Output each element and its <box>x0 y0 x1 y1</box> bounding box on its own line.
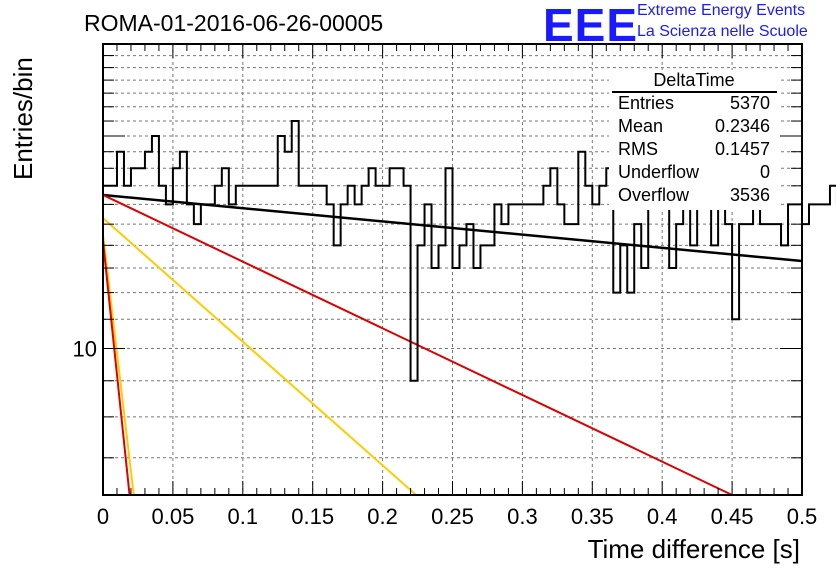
stats-value: 3536 <box>729 185 770 205</box>
x-tick-label: 0.1 <box>228 504 259 529</box>
stats-label: Mean <box>618 116 664 136</box>
x-tick-label: 0.2 <box>367 504 398 529</box>
stats-label: Overflow <box>618 185 690 205</box>
stats-row-entries: Entries 5370 <box>618 93 770 115</box>
stats-value: 0 <box>759 162 770 182</box>
stats-divider <box>612 91 777 93</box>
fit-line-red <box>102 240 131 496</box>
stats-label: RMS <box>618 139 658 159</box>
stats-value: 0.2346 <box>714 116 770 136</box>
stats-row-rms: RMS 0.1457 <box>618 139 770 161</box>
eee-tagline-2: La Scienza nelle Scuole <box>637 23 808 40</box>
x-tick-label: 0.05 <box>151 504 194 529</box>
x-tick-label: 0.15 <box>291 504 334 529</box>
stats-row-mean: Mean 0.2346 <box>618 116 770 138</box>
x-axis-label: Time difference [s] <box>587 534 800 564</box>
chart-title: ROMA-01-2016-06-26-00005 <box>84 10 384 36</box>
tick-labels: 0 0.05 0.1 0.15 0.2 0.25 0.3 0.35 0.4 0.45 0.5 10 <box>73 336 818 529</box>
stats-row-underflow: Underflow 0 <box>618 162 770 184</box>
y-tick-label: 10 <box>73 336 97 361</box>
fit-line-yellow <box>102 217 417 496</box>
eee-logo: EEE <box>543 0 639 51</box>
x-tick-label: 0.45 <box>711 504 754 529</box>
stats-value: 5370 <box>729 93 770 113</box>
stats-row-overflow: Overflow 3536 <box>618 185 770 207</box>
x-tick-label: 0.35 <box>571 504 614 529</box>
fit-line-yellow <box>102 234 135 496</box>
x-tick-label: 0.3 <box>507 504 538 529</box>
x-tick-label: 0 <box>97 504 109 529</box>
stats-box: DeltaTime Entries 5370 Mean 0.2346 RMS 0… <box>609 70 779 210</box>
x-tick-label: 0.25 <box>431 504 474 529</box>
stats-value: 0.1457 <box>714 139 770 159</box>
y-axis-label: Entries/bin <box>8 57 38 180</box>
stats-title: DeltaTime <box>653 70 735 90</box>
axis-ticks <box>102 44 803 495</box>
eee-tagline-1: Extreme Energy Events <box>637 2 806 19</box>
stats-label: Entries <box>618 93 675 113</box>
stats-label: Underflow <box>618 162 700 182</box>
x-tick-label: 0.4 <box>647 504 678 529</box>
x-tick-label: 0.5 <box>787 504 818 529</box>
